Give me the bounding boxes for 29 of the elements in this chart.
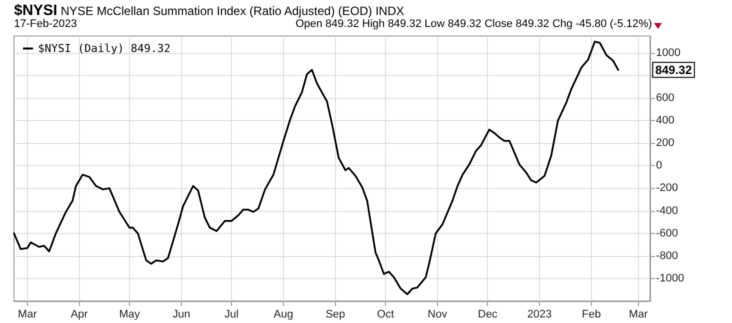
text: 849.32 bbox=[655, 62, 692, 77]
line-series bbox=[13, 40, 620, 296]
y-tick-label: -1000 bbox=[656, 272, 684, 284]
x-tick-label: Feb bbox=[582, 308, 601, 320]
x-tick-label: 2023 bbox=[527, 308, 552, 320]
y-tick-label: 200 bbox=[656, 137, 674, 150]
x-tick-label: May bbox=[119, 308, 140, 320]
y-tick-label: -400 bbox=[656, 204, 678, 217]
legend-label: $NYSI (Daily) 849.32 bbox=[38, 42, 170, 55]
x-tick-label: Aug bbox=[274, 308, 294, 320]
y-tick-label: -800 bbox=[656, 250, 678, 262]
y-tick-label: 1000 bbox=[656, 46, 680, 59]
x-tick-label: Dec bbox=[478, 308, 498, 320]
x-tick-label: Mar bbox=[18, 308, 38, 320]
y-tick-label: 600 bbox=[656, 92, 674, 104]
x-tick-label: Mar bbox=[628, 308, 648, 320]
y-tick-label: 0 bbox=[656, 160, 662, 172]
y-tick-label: 400 bbox=[656, 114, 674, 127]
x-tick-label: Apr bbox=[70, 308, 88, 320]
x-tick-label: Jul bbox=[224, 308, 239, 320]
x-tick-label: Jun bbox=[172, 308, 190, 320]
x-tick-label: Nov bbox=[428, 308, 448, 320]
y-tick-label: -600 bbox=[656, 227, 678, 240]
chart-subtitle: 17-Feb-2023 bbox=[14, 18, 77, 30]
y-tick-label: -200 bbox=[656, 182, 678, 194]
text: Open 849.32 High 849.32 Low 849.32 Close 849.32 Chg -45.80 (-5.12%) bbox=[295, 18, 652, 30]
chart-title: $NYSI NYSE McClellan Summation Index (Ratio Adjusted) (EOD) INDX bbox=[14, 2, 404, 19]
x-tick-label: Sep bbox=[326, 308, 346, 320]
x-tick-label: Oct bbox=[376, 308, 394, 320]
